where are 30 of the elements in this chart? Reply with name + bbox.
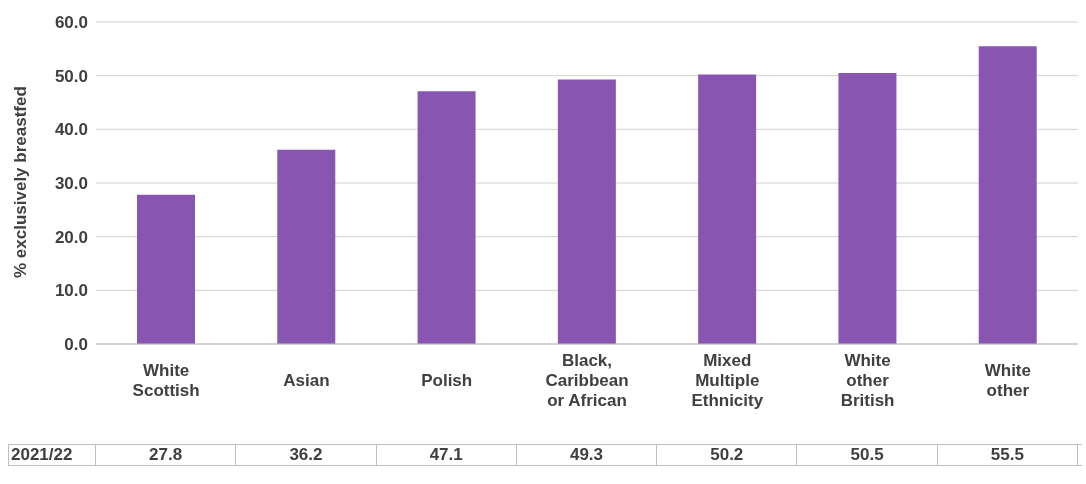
data-label: 50.2 bbox=[657, 445, 798, 465]
x-tick-label: Asian bbox=[283, 371, 330, 390]
data-label: 27.8 bbox=[96, 445, 237, 465]
y-tick-label: 40.0 bbox=[54, 120, 88, 140]
data-label: 50.5 bbox=[797, 445, 938, 465]
x-tick-label: Black, Caribbean or African bbox=[545, 351, 629, 410]
bar bbox=[137, 194, 195, 344]
bar bbox=[417, 91, 476, 344]
x-tick-label: Mixed Multiple Ethnicity bbox=[691, 351, 764, 410]
data-label: 36.2 bbox=[236, 445, 377, 465]
data-label: 55.5 bbox=[937, 445, 1078, 465]
x-tick-label: White other bbox=[984, 361, 1031, 400]
bar bbox=[557, 79, 616, 344]
y-tick-label: 60.0 bbox=[54, 13, 88, 33]
data-label: 49.3 bbox=[516, 445, 658, 465]
bar bbox=[277, 149, 336, 344]
text: 2021/22 bbox=[11, 445, 73, 465]
y-tick-label: 10.0 bbox=[54, 281, 88, 301]
x-tick-label: Polish bbox=[421, 371, 473, 390]
y-tick-label: 0.0 bbox=[64, 335, 88, 355]
y-tick-label: 30.0 bbox=[54, 174, 88, 194]
y-tick-label: 20.0 bbox=[54, 227, 88, 247]
y-tick-label: 50.0 bbox=[54, 66, 88, 86]
y-axis-title: % exclusively breastfed bbox=[11, 86, 31, 278]
bar bbox=[838, 72, 897, 344]
bar bbox=[698, 74, 757, 344]
x-tick-label: White Scottish bbox=[132, 361, 200, 400]
x-tick-label: White other British bbox=[840, 351, 895, 410]
bar bbox=[978, 46, 1037, 344]
data-label: 47.1 bbox=[376, 445, 517, 465]
